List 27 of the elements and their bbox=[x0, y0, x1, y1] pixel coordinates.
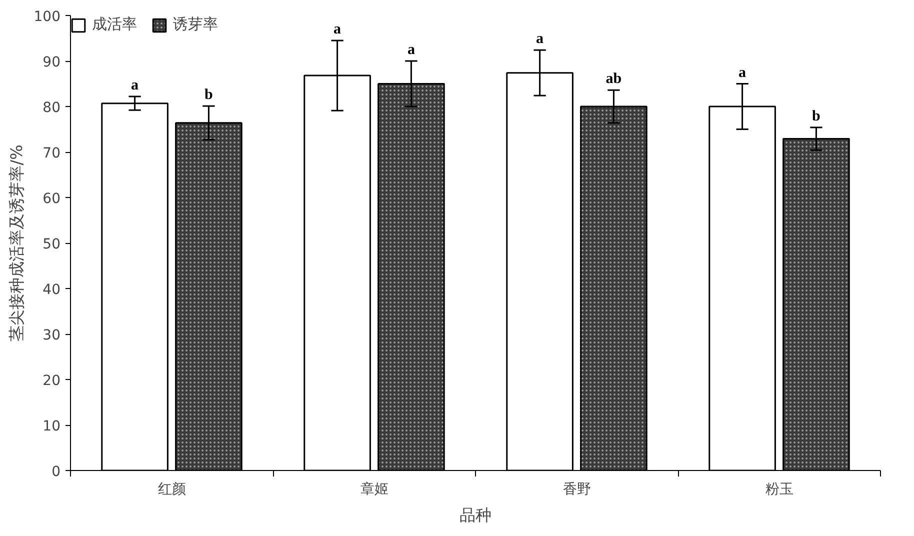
y-axis-title: 茎尖接种成活率及诱芽率/% bbox=[6, 144, 26, 342]
legend-label: 成活率 bbox=[92, 15, 137, 34]
x-tick-label: 香野 bbox=[562, 482, 591, 498]
x-tick-label: 章姬 bbox=[360, 482, 388, 498]
data-label: b bbox=[812, 108, 820, 124]
data-label: a bbox=[536, 31, 544, 48]
y-tick-label: 100 bbox=[34, 9, 61, 25]
x-axis-title: 品种 bbox=[460, 506, 492, 524]
y-tick-label: 0 bbox=[52, 464, 61, 480]
x-tick-label: 粉玉 bbox=[765, 482, 794, 498]
y-tick-label: 30 bbox=[42, 328, 61, 344]
y-tick-label: 90 bbox=[42, 54, 61, 70]
data-label: a bbox=[334, 22, 342, 38]
y-tick-label: 20 bbox=[42, 373, 61, 389]
y-tick-label: 60 bbox=[42, 191, 61, 207]
y-tick-label: 70 bbox=[42, 146, 61, 162]
legend-label: 诱芽率 bbox=[173, 15, 218, 34]
data-label: b bbox=[204, 87, 213, 104]
x-tick-label: 红颜 bbox=[158, 482, 186, 498]
y-tick-label: 40 bbox=[42, 282, 61, 298]
data-label: a bbox=[738, 64, 747, 81]
data-label: ab bbox=[606, 71, 622, 88]
y-tick-label: 50 bbox=[42, 236, 61, 252]
data-label: a bbox=[407, 42, 416, 58]
y-tick-label: 80 bbox=[42, 100, 61, 116]
data-label: a bbox=[131, 77, 140, 94]
y-tick-label: 10 bbox=[42, 418, 61, 434]
